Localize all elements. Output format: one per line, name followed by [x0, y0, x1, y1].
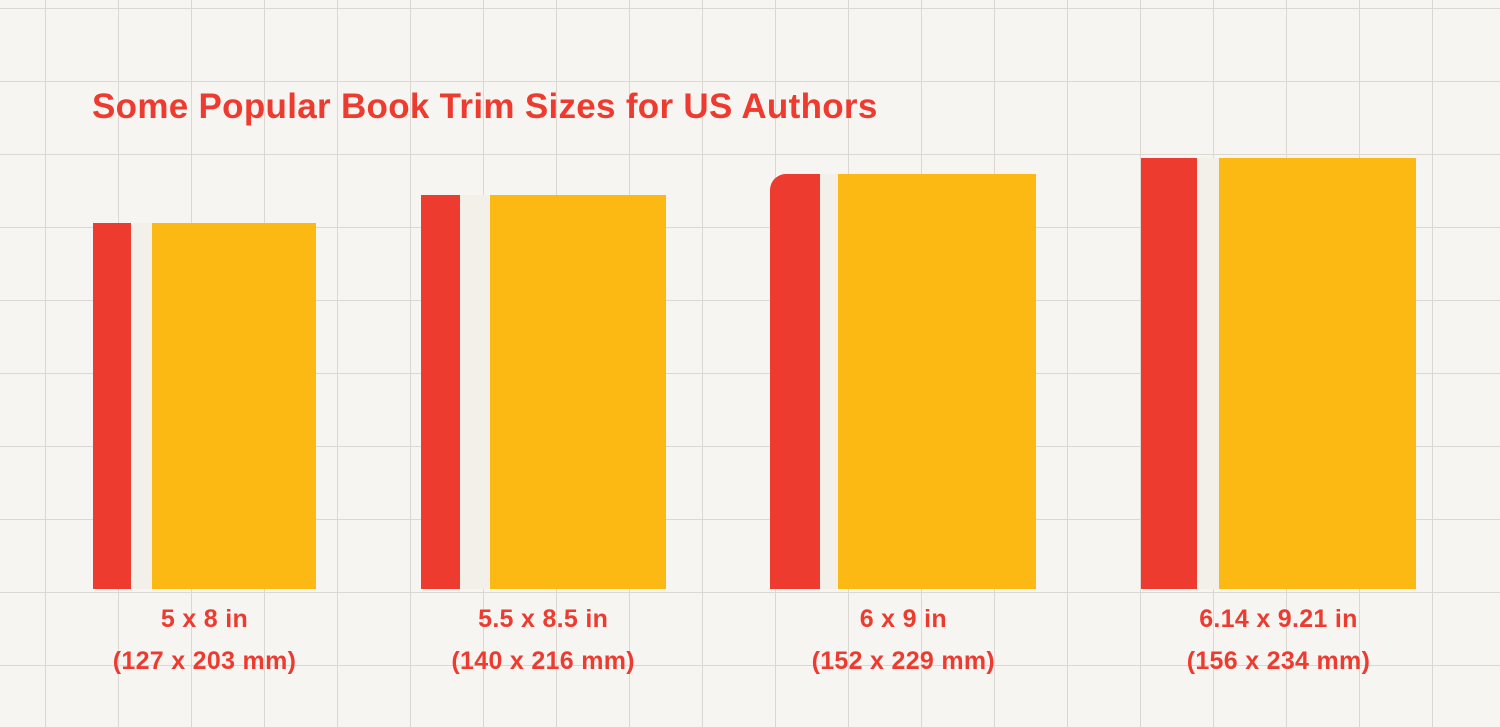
book-size-label-mm: (152 x 229 mm)	[811, 647, 996, 675]
book-spine	[420, 195, 460, 589]
book-cover	[152, 223, 316, 589]
book-size-label-mm: (127 x 203 mm)	[112, 647, 297, 675]
book-graphic	[93, 223, 316, 589]
book-graphic	[420, 195, 666, 589]
book-size-label-mm: (156 x 234 mm)	[1186, 647, 1371, 675]
infographic-title: Some Popular Book Trim Sizes for US Auth…	[92, 87, 878, 126]
book-size-label-in: 6 x 9 in	[859, 605, 947, 633]
book-graphic	[770, 174, 1037, 589]
book-column-6.14x9.21: 6.14 x 9.21 in (156 x 234 mm)	[1140, 158, 1416, 676]
book-size-label-in: 5 x 8 in	[160, 605, 249, 633]
book-size-label-in: 6.14 x 9.21 in	[1199, 605, 1358, 633]
book-graphic	[1140, 158, 1416, 589]
book-cover	[489, 195, 666, 589]
book-column-5.5x8.5: 5.5 x 8.5 in (140 x 216 mm)	[420, 195, 666, 676]
book-spine	[93, 223, 131, 589]
book-column-6x9: 6 x 9 in (152 x 229 mm)	[770, 174, 1037, 676]
book-size-label-in: 5.5 x 8.5 in	[478, 605, 609, 633]
book-cover	[1218, 158, 1416, 589]
book-cover	[838, 174, 1037, 589]
book-pages-gap	[459, 195, 490, 589]
book-spine	[1140, 158, 1197, 589]
book-column-5x8: 5 x 8 in (127 x 203 mm)	[93, 223, 316, 676]
book-size-label-mm: (140 x 216 mm)	[451, 647, 635, 675]
book-spine	[770, 174, 821, 589]
books-row: 5 x 8 in (127 x 203 mm) 5.5 x 8.5 in (14…	[93, 0, 1416, 676]
book-pages-gap	[1196, 158, 1219, 589]
book-pages-gap	[131, 223, 152, 589]
book-pages-gap	[820, 174, 839, 589]
